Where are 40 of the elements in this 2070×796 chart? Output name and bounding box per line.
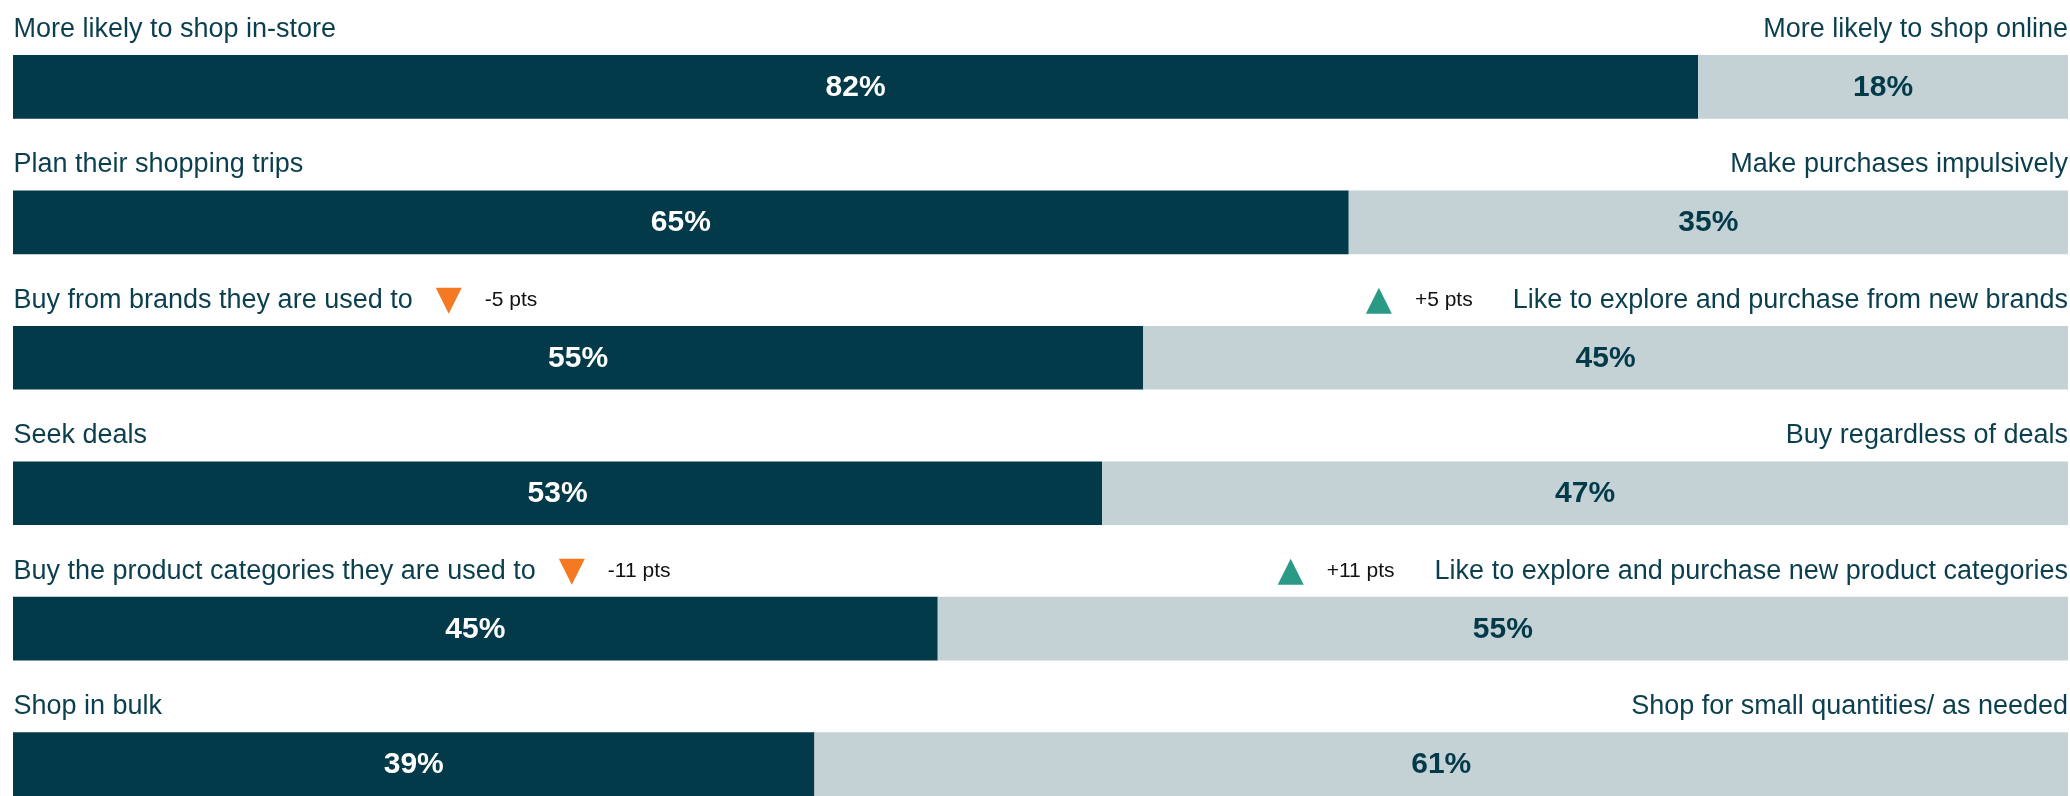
y-tick-label: More likely to shop in-store <box>13 12 337 43</box>
y-tick-label: Seek deals <box>13 419 148 450</box>
annotation: -5 pts <box>484 287 538 311</box>
y-tick-label: Plan their shopping trips <box>13 148 304 179</box>
bar <box>937 596 2068 661</box>
bar <box>814 732 2068 796</box>
data-label: 47% <box>1555 475 1616 509</box>
bar <box>1348 190 2068 255</box>
annotation: Make purchases impulsively <box>1730 148 2069 179</box>
bar <box>13 190 1349 255</box>
annotation: +5 pts <box>1414 287 1473 311</box>
data-label: 55% <box>1472 610 1533 644</box>
bar <box>1102 461 2068 526</box>
y-tick-label: Shop in bulk <box>13 690 163 721</box>
data-label: 45% <box>445 610 506 644</box>
annotation: Buy regardless of deals <box>1785 419 2068 450</box>
bar <box>13 55 1699 119</box>
data-label: 45% <box>1575 339 1636 373</box>
bar <box>13 461 1103 526</box>
data-label: 18% <box>1853 68 1914 102</box>
bar <box>1143 325 2068 390</box>
bar <box>13 732 815 796</box>
data-label: 39% <box>383 746 444 780</box>
bar <box>13 325 1144 390</box>
y-tick-label: Buy from brands they are used to <box>13 283 413 314</box>
annotation: -11 pts <box>607 558 671 582</box>
annotation: +11 pts <box>1326 558 1395 582</box>
data-label: 61% <box>1411 746 1472 780</box>
annotation: Like to explore and purchase new product categories <box>1434 554 2068 585</box>
y-tick-label: Buy the product categories they are used to <box>13 554 536 585</box>
data-label: 65% <box>650 204 711 238</box>
data-label: 55% <box>548 339 609 373</box>
data-label: 53% <box>527 475 588 509</box>
data-label: 82% <box>825 68 886 102</box>
annotation: More likely to shop online <box>1763 12 2068 43</box>
annotation: Shop for small quantities/ as needed <box>1631 690 2068 721</box>
bar <box>13 596 938 661</box>
data-label: 35% <box>1678 204 1739 238</box>
annotation: Like to explore and purchase from new brands <box>1512 283 2068 314</box>
bar <box>1698 55 2068 119</box>
